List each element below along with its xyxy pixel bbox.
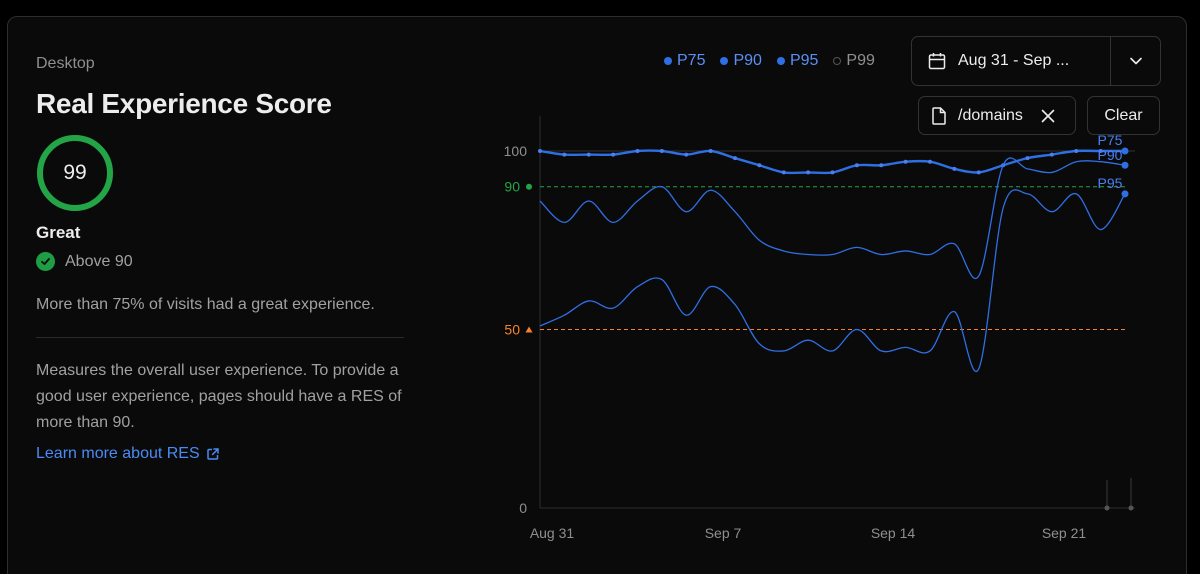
date-range-dropdown-toggle[interactable] (1110, 37, 1160, 85)
legend-item-p75[interactable]: P75 (664, 52, 705, 70)
learn-more-label: Learn more about RES (36, 445, 200, 462)
date-range-label: Aug 31 - Sep ... (958, 52, 1070, 69)
legend-label-p90: P90 (733, 52, 762, 69)
chevron-down-icon (1129, 57, 1142, 65)
learn-more-link[interactable]: Learn more about RES (36, 445, 220, 463)
score-ring (37, 135, 113, 211)
score-value: 99 (63, 161, 87, 184)
divider (36, 337, 404, 338)
clear-button[interactable]: Clear (1087, 96, 1160, 135)
page-title: Real Experience Score (36, 88, 332, 119)
legend-item-p99[interactable]: P99 (833, 52, 875, 70)
description-text: Measures the overall user experience. To… (36, 362, 402, 431)
threshold-label: Above 90 (65, 252, 133, 270)
calendar-icon (928, 53, 946, 70)
date-range-button[interactable]: Aug 31 - Sep ... (912, 37, 1110, 85)
path-filter-chip: /domains (918, 96, 1076, 135)
threshold-status: Above 90 (36, 252, 133, 271)
legend-label-p99: P99 (846, 52, 875, 69)
chart-legend: P75 P90 P95 P99 (664, 52, 875, 70)
device-label: Desktop (36, 55, 95, 72)
legend-label-p75: P75 (677, 52, 706, 69)
p95-dot-icon (776, 57, 785, 65)
date-range-picker: Aug 31 - Sep ... (911, 36, 1161, 86)
summary-text: More than 75% of visits had a great expe… (36, 296, 375, 313)
p99-dot-icon (833, 57, 842, 65)
legend-item-p95[interactable]: P95 (776, 52, 819, 70)
filter-path-label: /domains (958, 106, 1023, 124)
legend-item-p90[interactable]: P90 (720, 52, 762, 70)
file-icon (932, 106, 946, 125)
legend-label-p95: P95 (789, 52, 819, 69)
external-link-icon (206, 448, 219, 460)
p90-dot-icon (720, 57, 729, 65)
remove-filter-button[interactable] (1040, 108, 1056, 124)
rating-label: Great (36, 223, 81, 242)
check-circle-icon (36, 252, 55, 271)
close-icon (1041, 109, 1055, 122)
p75-dot-icon (664, 57, 672, 65)
